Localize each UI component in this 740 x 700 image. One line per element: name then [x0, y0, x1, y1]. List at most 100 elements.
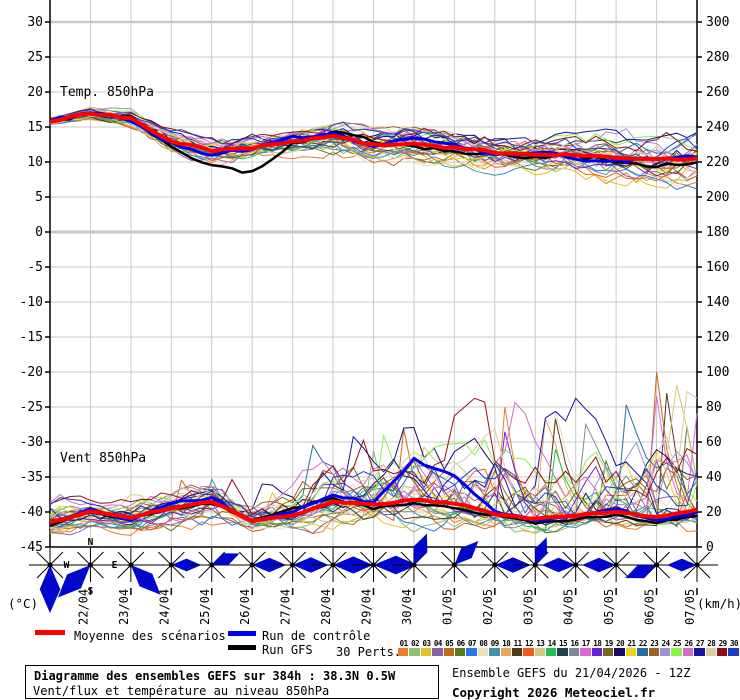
pert-color-swatch: [603, 648, 614, 656]
pert-number: 18: [593, 639, 602, 648]
svg-text:0: 0: [35, 225, 43, 240]
svg-text:-25: -25: [20, 400, 43, 415]
pert-number: 05: [445, 639, 454, 648]
pert-color-swatch: [637, 648, 648, 656]
svg-text:04/05: 04/05: [562, 589, 576, 625]
svg-text:23/04: 23/04: [117, 589, 131, 625]
svg-text:28/04: 28/04: [319, 589, 333, 625]
svg-text:N: N: [88, 537, 94, 548]
pert-color-swatch: [420, 648, 432, 656]
svg-text:24/04: 24/04: [157, 589, 171, 625]
pert-number: 03: [422, 639, 431, 648]
svg-text:-15: -15: [20, 330, 43, 345]
pert-color-swatch: [511, 648, 523, 656]
svg-text:30: 30: [27, 15, 43, 30]
pert-color-swatch: [648, 648, 659, 656]
svg-text:-20: -20: [20, 365, 43, 380]
diagram-subtitle: Vent/flux et température au niveau 850hP…: [33, 684, 330, 698]
pert-color-swatch: [477, 648, 489, 656]
pert-number: 16: [570, 639, 580, 648]
pert-color-swatch: [614, 648, 625, 656]
pert-number: 09: [490, 639, 500, 648]
pert-number: 20: [616, 639, 625, 648]
control-line-swatch: [228, 631, 256, 636]
pert-number: 11: [513, 639, 523, 648]
pert-colors-row: [398, 648, 740, 656]
pert-color-swatch: [489, 648, 500, 656]
svg-text:10: 10: [27, 155, 43, 170]
pert-number: 08: [479, 639, 488, 648]
svg-text:-45: -45: [20, 540, 43, 555]
svg-text:02/05: 02/05: [481, 589, 495, 625]
pert-color-swatch: [466, 648, 477, 656]
pert-color-swatch: [728, 648, 739, 656]
pert-color-swatch: [557, 648, 568, 656]
gfs-line-swatch: [228, 645, 256, 650]
pert-color-swatch: [546, 648, 557, 656]
pert-color-swatch: [705, 648, 716, 656]
pert-number: 01: [399, 639, 409, 648]
pert-color-swatch: [500, 648, 511, 656]
pert-color-swatch: [580, 648, 591, 656]
mean-line-swatch: [35, 630, 65, 635]
pert-number: 04: [433, 639, 443, 648]
pert-number: 17: [581, 639, 591, 648]
svg-text:06/05: 06/05: [643, 589, 657, 625]
svg-text:07/05: 07/05: [683, 589, 697, 625]
svg-text:01/05: 01/05: [440, 589, 454, 625]
svg-text:26/04: 26/04: [238, 589, 252, 625]
pert-number: 29: [718, 639, 728, 648]
pert-color-swatch: [443, 648, 454, 656]
pert-number: 02: [411, 639, 420, 648]
svg-text:20: 20: [706, 505, 722, 520]
pert-color-swatch: [523, 648, 534, 656]
pert-number: 27: [695, 639, 705, 648]
svg-text:240: 240: [706, 120, 729, 135]
pert-number: 19: [604, 639, 614, 648]
svg-text:W: W: [64, 560, 70, 571]
mean-line-label: Moyenne des scénarios: [74, 629, 226, 643]
ensemble-chart: 30 25 20 15 10 5 0 -5 -10 -15 -20 -25 -30 -35 -40 -45 30…: [8, 0, 740, 625]
pert-color-swatch: [454, 648, 466, 656]
svg-text:03/05: 03/05: [521, 589, 535, 625]
pert-color-swatch: [716, 648, 728, 656]
pert-number: 25: [673, 639, 682, 648]
svg-text:80: 80: [706, 400, 722, 415]
svg-text:280: 280: [706, 50, 729, 65]
svg-text:40: 40: [706, 470, 722, 485]
pert-number: 28: [707, 639, 716, 648]
svg-text:200: 200: [706, 190, 729, 205]
svg-text:0: 0: [706, 540, 714, 555]
svg-text:22/04: 22/04: [76, 589, 90, 625]
perts-count-label: 30 Perts.: [336, 645, 402, 659]
pert-color-swatch: [671, 648, 682, 656]
svg-text:160: 160: [706, 260, 729, 275]
pert-number: 06: [456, 639, 466, 648]
control-line-label: Run de contrôle: [262, 629, 371, 643]
pert-number: 22: [638, 639, 648, 648]
pert-number: 12: [524, 639, 534, 648]
svg-text:180: 180: [706, 225, 729, 240]
svg-text:Temp. 850hPa: Temp. 850hPa: [60, 85, 154, 100]
run-info-block: Ensemble GEFS du 21/04/2026 - 12Z Copyri…: [452, 666, 690, 700]
svg-text:05/05: 05/05: [602, 589, 616, 625]
svg-text:260: 260: [706, 85, 729, 100]
svg-text:25: 25: [27, 50, 43, 65]
svg-text:(km/h): (km/h): [697, 596, 740, 611]
svg-text:220: 220: [706, 155, 729, 170]
run-info: Ensemble GEFS du 21/04/2026 - 12Z: [452, 666, 691, 680]
pert-color-swatch: [432, 648, 443, 656]
svg-text:25/04: 25/04: [198, 589, 212, 625]
pert-color-swatch: [682, 648, 694, 656]
svg-text:140: 140: [706, 295, 729, 310]
svg-text:30/04: 30/04: [400, 589, 414, 625]
pert-number: 15: [559, 639, 568, 648]
svg-text:29/04: 29/04: [360, 589, 374, 625]
svg-text:100: 100: [706, 365, 729, 380]
pert-color-swatch: [568, 648, 580, 656]
copyright: Copyright 2026 Meteociel.fr: [452, 685, 656, 700]
svg-text:15: 15: [27, 120, 43, 135]
svg-text:-40: -40: [20, 505, 43, 520]
pert-number: 24: [661, 639, 671, 648]
